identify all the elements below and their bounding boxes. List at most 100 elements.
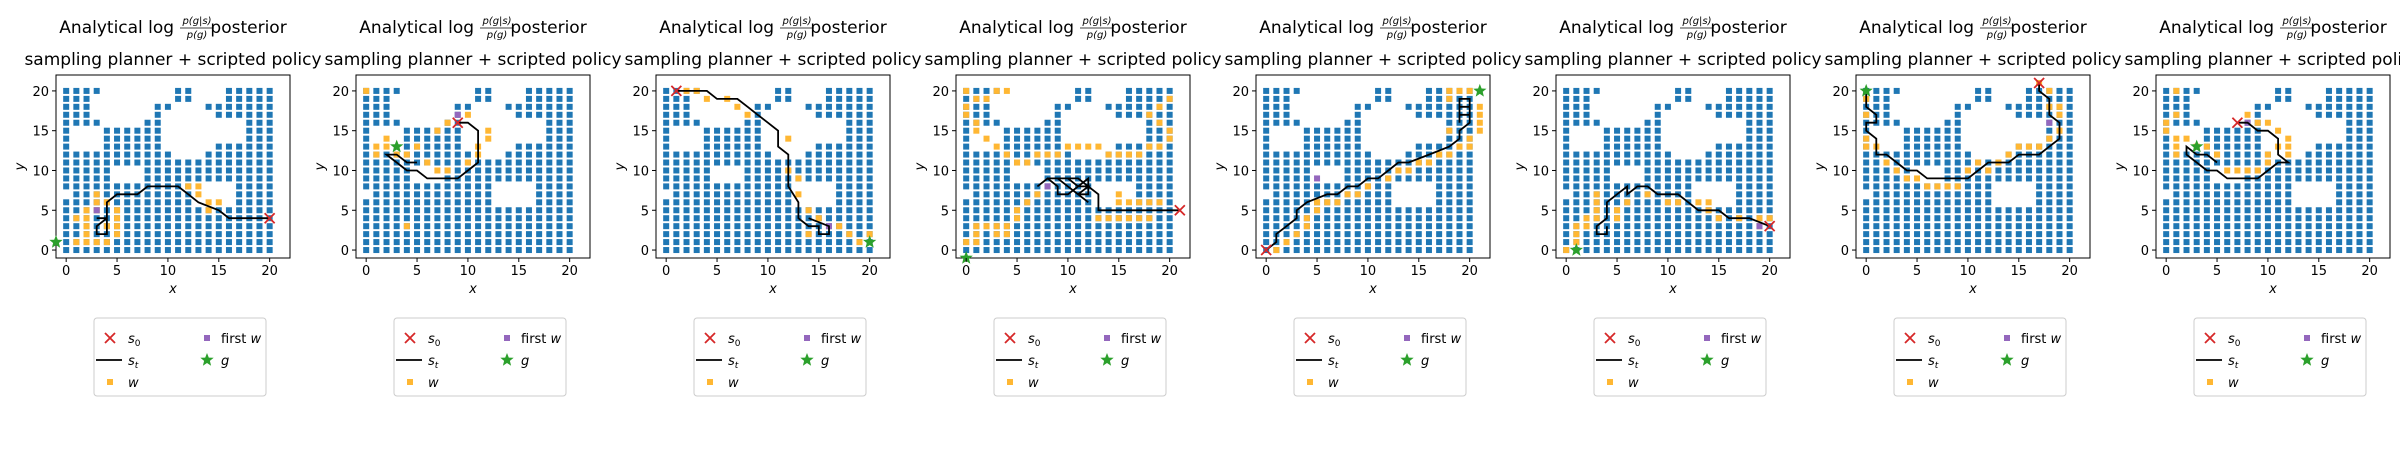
- grid-point: [693, 119, 700, 126]
- grid-point: [1664, 207, 1671, 214]
- trajectory-line: [1595, 184, 1771, 235]
- grid-point: [1944, 207, 1951, 214]
- grid-point: [764, 199, 771, 206]
- grid-point: [1725, 223, 1732, 230]
- grid-point: [256, 247, 263, 254]
- grid-point: [734, 151, 741, 158]
- grid-point: [1736, 239, 1743, 246]
- grid-point: [114, 127, 121, 134]
- grid-point: [1303, 175, 1310, 182]
- grid-point: [1354, 111, 1361, 118]
- grid-point: [1736, 111, 1743, 118]
- grid-point: [2173, 119, 2180, 126]
- grid-point: [525, 239, 532, 246]
- grid-point: [764, 191, 771, 198]
- grid-point: [1863, 151, 1870, 158]
- grid-point: [566, 183, 573, 190]
- title-fraction-denominator: p(g): [786, 30, 808, 41]
- waypoint: [1573, 231, 1580, 238]
- legend-box: [2193, 317, 2367, 397]
- grid-point: [1024, 127, 1031, 134]
- grid-point: [1034, 223, 1041, 230]
- grid-point: [1746, 247, 1753, 254]
- grid-point: [1573, 207, 1580, 214]
- grid-point: [1136, 223, 1143, 230]
- grid-point: [536, 87, 543, 94]
- grid-point: [73, 87, 80, 94]
- legend: s0 first wst gw: [1893, 317, 2067, 397]
- grid-point: [663, 127, 670, 134]
- grid-point: [1624, 223, 1631, 230]
- legend-sub-t: t: [735, 361, 739, 371]
- grid-point: [495, 175, 502, 182]
- grid-point: [1436, 199, 1443, 206]
- legend-first-w-italic: w: [251, 332, 262, 347]
- grid-point: [63, 159, 70, 166]
- grid-point: [764, 167, 771, 174]
- grid-point: [266, 247, 273, 254]
- goal-marker: [1569, 243, 1583, 256]
- waypoint: [1893, 167, 1900, 174]
- grid-point: [2015, 175, 2022, 182]
- x-tick-label: 10: [460, 264, 477, 279]
- grid-point: [744, 199, 751, 206]
- grid-point: [225, 239, 232, 246]
- grid-point: [2163, 223, 2170, 230]
- grid-point: [1883, 247, 1890, 254]
- grid-point: [103, 167, 110, 174]
- grid-point: [546, 215, 553, 222]
- grid-point: [2264, 191, 2271, 198]
- grid-point: [2036, 167, 2043, 174]
- grid-point: [2203, 135, 2210, 142]
- legend-label-w: w: [428, 376, 439, 391]
- grid-point: [2046, 231, 2053, 238]
- grid-point: [2356, 167, 2363, 174]
- grid-point: [556, 95, 563, 102]
- grid-point: [1985, 199, 1992, 206]
- grid-point: [1344, 175, 1351, 182]
- legend-box: [1593, 317, 1767, 397]
- grid-point: [505, 207, 512, 214]
- waypoint: [1614, 215, 1621, 222]
- grid-point: [856, 183, 863, 190]
- grid-point: [724, 199, 731, 206]
- grid-point: [93, 151, 100, 158]
- grid-point: [124, 135, 131, 142]
- grid-point: [1654, 167, 1661, 174]
- waypoint: [1136, 199, 1143, 206]
- x-tick-label: 0: [62, 264, 70, 279]
- grid-point: [134, 247, 141, 254]
- grid-point: [1954, 199, 1961, 206]
- grid-point: [485, 215, 492, 222]
- grid-point: [246, 151, 253, 158]
- grid-point: [785, 95, 792, 102]
- chart-title-line2: sampling planner + scripted policy: [2124, 50, 2400, 70]
- grid-point: [1334, 183, 1341, 190]
- grid-point: [63, 135, 70, 142]
- waypoint: [1283, 239, 1290, 246]
- legend-start-marker: [2204, 332, 2216, 344]
- grid-point: [566, 215, 573, 222]
- grid-point: [1934, 239, 1941, 246]
- grid-point: [1324, 151, 1331, 158]
- grid-point: [2066, 151, 2073, 158]
- grid-point: [546, 183, 553, 190]
- grid-point: [2224, 247, 2231, 254]
- grid-point: [1964, 247, 1971, 254]
- waypoint: [1085, 143, 1092, 150]
- grid-point: [1166, 239, 1173, 246]
- grid-point: [764, 175, 771, 182]
- grid-point: [464, 247, 471, 254]
- legend-label-st: st: [128, 354, 139, 371]
- grid-point: [2275, 191, 2282, 198]
- legend-start-marker: [1004, 332, 1016, 344]
- grid-point: [2295, 247, 2302, 254]
- x-tick-label: 5: [713, 264, 721, 279]
- grid-point: [424, 207, 431, 214]
- grid-point: [246, 207, 253, 214]
- grid-point: [1985, 231, 1992, 238]
- chart-title-line2: sampling planner + scripted policy: [324, 50, 621, 70]
- grid-point: [703, 191, 710, 198]
- grid-point: [1156, 111, 1163, 118]
